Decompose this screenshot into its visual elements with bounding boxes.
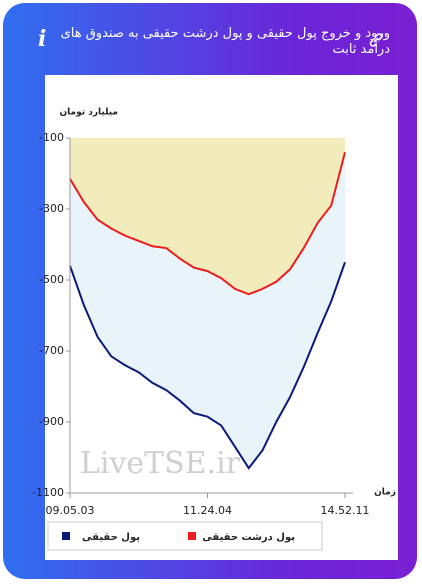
- y-axis-label: میلیارد تومان: [59, 108, 118, 118]
- y-tick-label: -1100: [32, 486, 64, 499]
- link-icon[interactable]: [368, 32, 384, 48]
- y-tick-label: -900: [39, 415, 64, 428]
- area-fill: [70, 138, 345, 295]
- area-fill: [70, 152, 345, 469]
- series-line: [69, 261, 346, 470]
- x-tick-label: 11.24.04: [183, 504, 232, 517]
- y-tick-label: -300: [39, 202, 64, 215]
- y-tick-label: -500: [39, 273, 64, 286]
- y-tick-label: -700: [39, 344, 64, 357]
- x-axis-label: زمان: [374, 488, 396, 498]
- legend-box: [47, 521, 323, 551]
- watermark: LiveTSE.ir: [80, 446, 241, 481]
- series-line: [69, 151, 346, 296]
- legend-label: پول حقیقی: [82, 532, 140, 543]
- chart-title: ورود و خروج پول حقیقی و پول درشت حقیقی ب…: [60, 26, 390, 57]
- x-tick-label: 09.05.03: [46, 504, 95, 517]
- info-icon[interactable]: i: [38, 26, 47, 52]
- legend-swatch: [188, 532, 196, 540]
- y-tick-label: -100: [39, 131, 64, 144]
- x-tick-label: 14.52.11: [321, 504, 370, 517]
- legend-label: پول درشت حقیقی: [202, 532, 295, 543]
- legend-swatch: [62, 532, 70, 540]
